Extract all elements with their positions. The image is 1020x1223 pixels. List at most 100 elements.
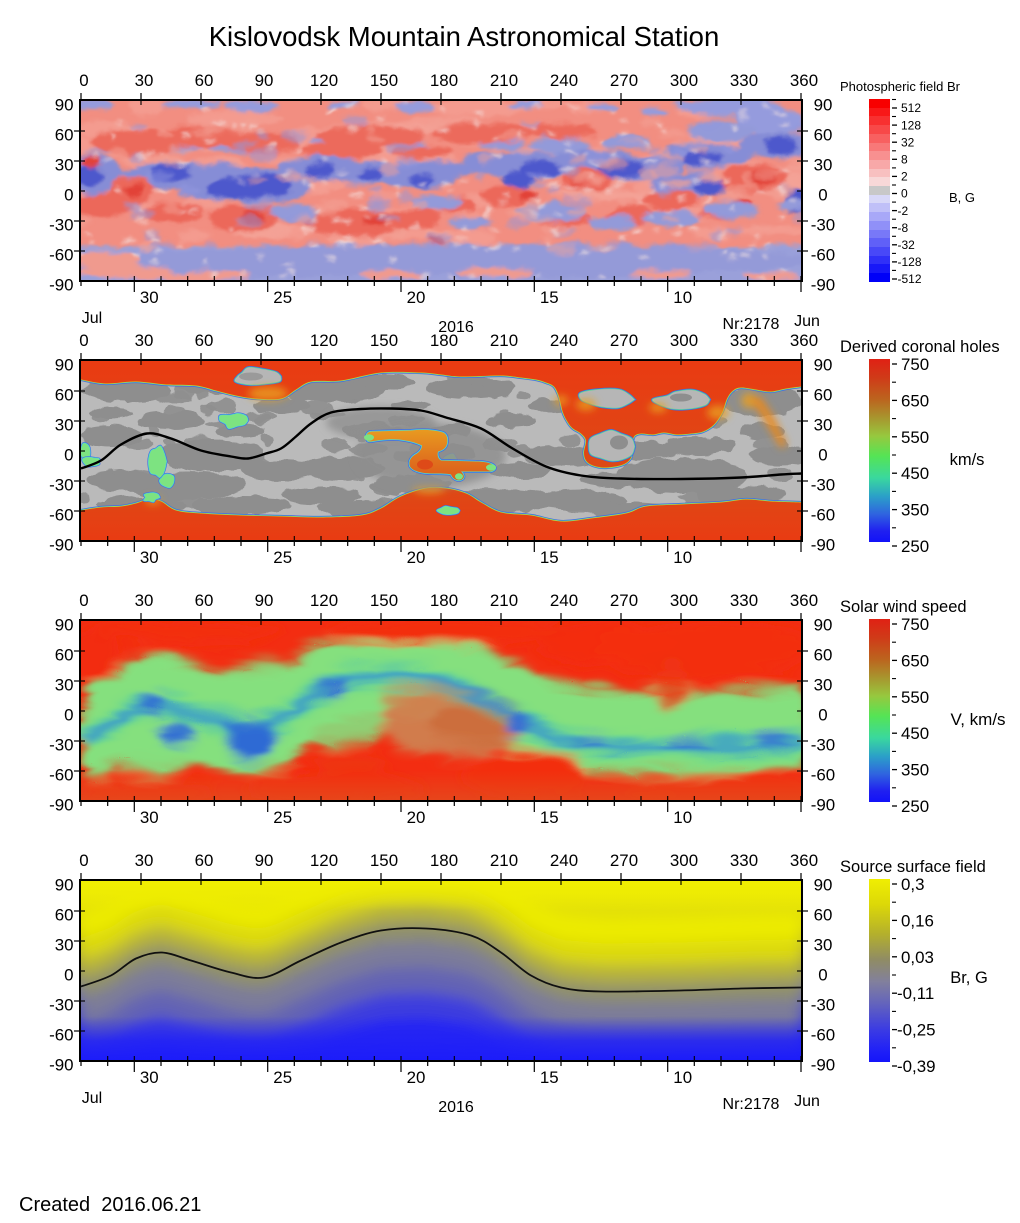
svg-text:Jun: Jun: [794, 313, 820, 330]
svg-text:Created 2016.06.21: Created 2016.06.21: [19, 1194, 201, 1216]
svg-text:450: 450: [901, 724, 929, 743]
svg-text:180: 180: [430, 851, 458, 870]
svg-text:0: 0: [818, 186, 827, 205]
svg-text:2016: 2016: [438, 1099, 474, 1116]
svg-text:20: 20: [407, 548, 426, 567]
svg-text:650: 650: [901, 391, 929, 410]
svg-text:-30: -30: [49, 476, 73, 495]
svg-text:180: 180: [430, 591, 458, 610]
svg-text:32: 32: [901, 135, 915, 149]
svg-text:2: 2: [901, 170, 908, 184]
svg-text:-60: -60: [49, 1026, 73, 1045]
svg-text:-60: -60: [811, 1026, 835, 1045]
svg-text:-90: -90: [811, 276, 835, 295]
svg-text:270: 270: [610, 591, 638, 610]
svg-text:Source surface field: Source surface field: [840, 858, 986, 876]
svg-text:240: 240: [550, 331, 578, 350]
svg-text:240: 240: [550, 71, 578, 90]
svg-text:550: 550: [901, 688, 929, 707]
svg-text:25: 25: [273, 1068, 292, 1087]
svg-text:750: 750: [901, 615, 929, 634]
svg-text:0: 0: [818, 446, 827, 465]
svg-text:-128: -128: [898, 255, 922, 269]
svg-text:330: 330: [730, 71, 758, 90]
svg-text:0: 0: [818, 966, 827, 985]
svg-text:20: 20: [407, 808, 426, 827]
svg-text:-90: -90: [49, 796, 73, 815]
svg-text:-90: -90: [49, 1056, 73, 1075]
svg-text:Nr:2178: Nr:2178: [723, 1096, 780, 1113]
svg-text:0: 0: [818, 706, 827, 725]
svg-text:0: 0: [64, 186, 73, 205]
svg-text:350: 350: [901, 761, 929, 780]
svg-text:0: 0: [64, 966, 73, 985]
svg-text:300: 300: [670, 71, 698, 90]
svg-text:Solar wind speed: Solar wind speed: [840, 598, 967, 616]
svg-text:-0,39: -0,39: [897, 1057, 936, 1076]
svg-text:-60: -60: [811, 506, 835, 525]
svg-text:0,03: 0,03: [901, 948, 934, 967]
svg-text:60: 60: [814, 126, 833, 145]
svg-text:90: 90: [55, 616, 74, 635]
svg-text:30: 30: [55, 936, 74, 955]
svg-text:330: 330: [730, 851, 758, 870]
svg-text:300: 300: [670, 851, 698, 870]
svg-text:120: 120: [310, 851, 338, 870]
svg-text:30: 30: [814, 156, 833, 175]
svg-text:30: 30: [814, 936, 833, 955]
svg-text:240: 240: [550, 851, 578, 870]
svg-text:60: 60: [814, 906, 833, 925]
svg-text:300: 300: [670, 591, 698, 610]
svg-text:B, G: B, G: [949, 190, 975, 205]
svg-text:-60: -60: [811, 246, 835, 265]
svg-text:750: 750: [901, 355, 929, 374]
svg-text:90: 90: [814, 96, 833, 115]
svg-text:90: 90: [814, 876, 833, 895]
svg-text:60: 60: [195, 591, 214, 610]
svg-text:60: 60: [55, 906, 74, 925]
svg-text:15: 15: [540, 808, 559, 827]
svg-text:25: 25: [273, 548, 292, 567]
svg-text:120: 120: [310, 71, 338, 90]
svg-text:120: 120: [310, 331, 338, 350]
svg-text:0,16: 0,16: [901, 911, 934, 930]
svg-text:360: 360: [790, 591, 818, 610]
svg-text:V, km/s: V, km/s: [950, 710, 1005, 729]
svg-text:0: 0: [79, 71, 88, 90]
svg-text:210: 210: [490, 331, 518, 350]
svg-text:30: 30: [135, 71, 154, 90]
svg-text:-8: -8: [898, 221, 909, 235]
svg-text:128: 128: [901, 118, 921, 132]
svg-text:650: 650: [901, 651, 929, 670]
svg-text:60: 60: [55, 646, 74, 665]
svg-text:-90: -90: [49, 536, 73, 555]
svg-text:240: 240: [550, 591, 578, 610]
svg-text:210: 210: [490, 591, 518, 610]
svg-text:360: 360: [790, 71, 818, 90]
svg-text:10: 10: [673, 288, 692, 307]
svg-text:km/s: km/s: [950, 451, 985, 469]
svg-text:30: 30: [140, 808, 159, 827]
svg-text:90: 90: [55, 876, 74, 895]
svg-text:60: 60: [814, 646, 833, 665]
svg-text:-512: -512: [898, 272, 922, 286]
svg-text:Kislovodsk Mountain Astronomic: Kislovodsk Mountain Astronomical Station: [209, 21, 720, 52]
svg-text:Br, G: Br, G: [950, 969, 988, 987]
svg-text:-30: -30: [49, 736, 73, 755]
svg-text:25: 25: [273, 808, 292, 827]
svg-text:30: 30: [814, 676, 833, 695]
svg-text:150: 150: [370, 71, 398, 90]
svg-text:360: 360: [790, 851, 818, 870]
svg-text:0: 0: [79, 591, 88, 610]
svg-text:250: 250: [901, 537, 929, 556]
svg-text:210: 210: [490, 851, 518, 870]
svg-text:30: 30: [140, 288, 159, 307]
svg-text:60: 60: [55, 126, 74, 145]
svg-text:30: 30: [140, 548, 159, 567]
svg-text:350: 350: [901, 501, 929, 520]
svg-text:20: 20: [407, 1068, 426, 1087]
svg-text:150: 150: [370, 591, 398, 610]
svg-text:360: 360: [790, 331, 818, 350]
svg-text:20: 20: [407, 288, 426, 307]
svg-text:90: 90: [55, 96, 74, 115]
